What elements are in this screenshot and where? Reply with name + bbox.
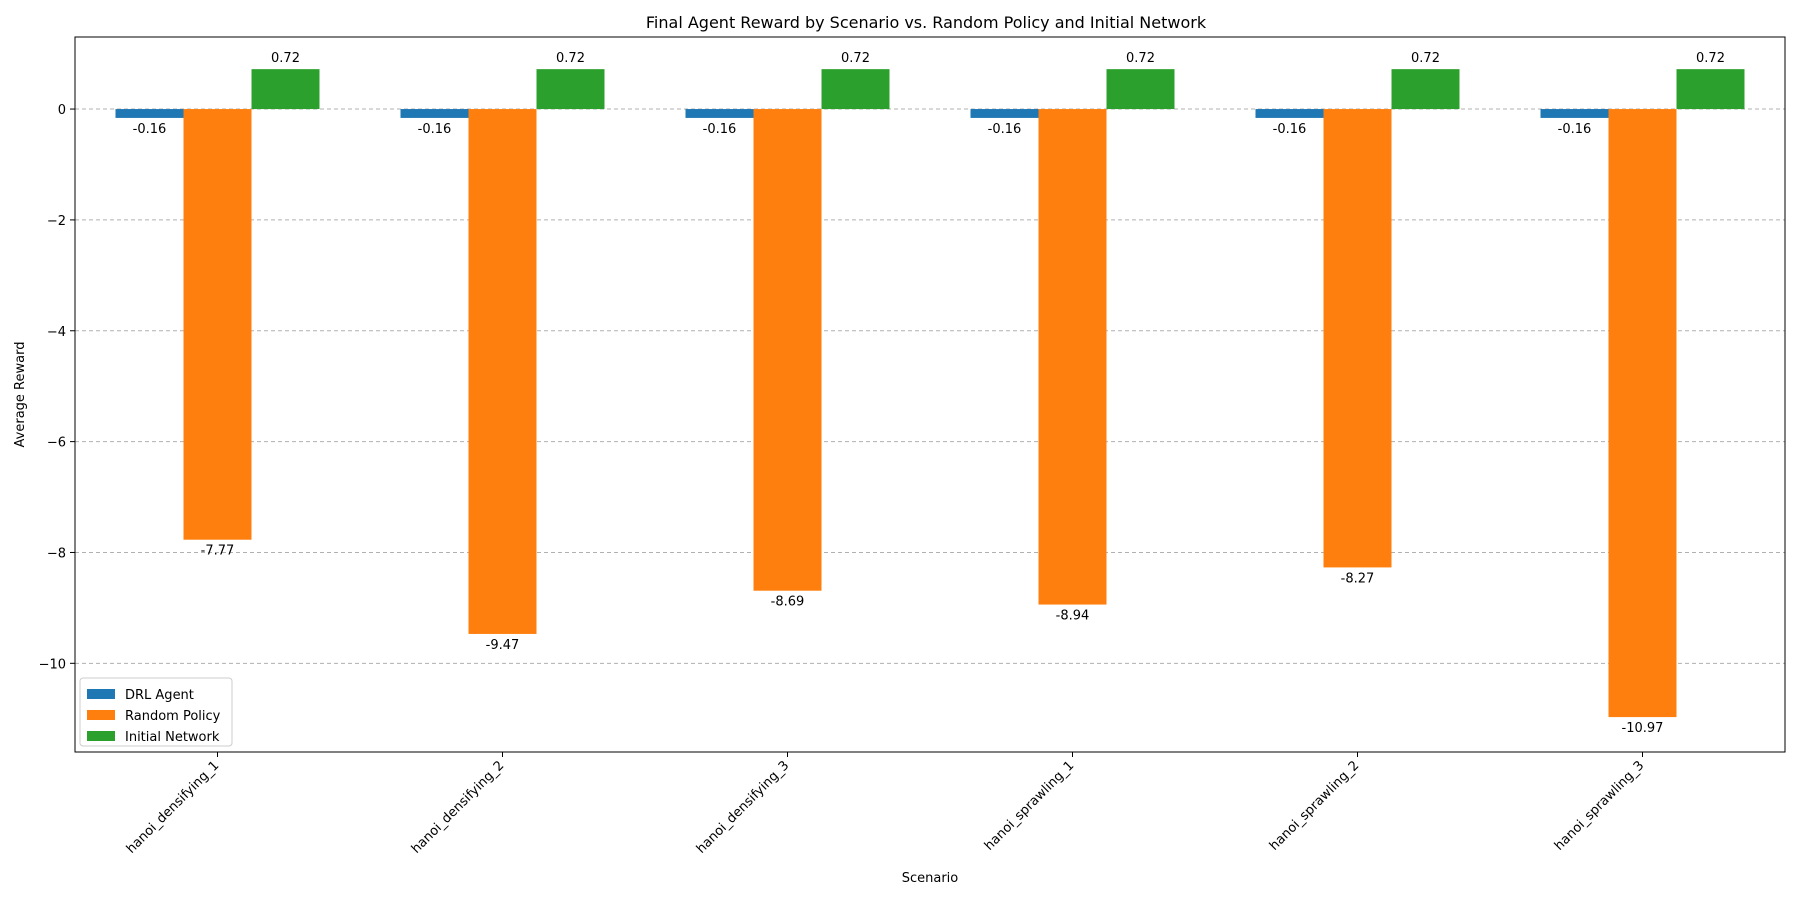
bar-random-policy: [468, 109, 537, 634]
legend-entry: Initial Network: [125, 730, 220, 745]
legend-box: [79, 677, 233, 747]
x-tick-label: hanoi_sprawling_1: [982, 758, 1077, 853]
data-label: -0.16: [703, 122, 737, 137]
data-label: 0.72: [1696, 51, 1725, 66]
data-label: 0.72: [1126, 51, 1155, 66]
legend-entry: DRL Agent: [125, 688, 194, 703]
data-label: -0.16: [133, 122, 167, 137]
x-tick-label: hanoi_densifying_1: [124, 758, 223, 857]
y-tick-label: 0: [58, 103, 66, 118]
bar-random-policy: [1038, 109, 1107, 605]
data-labels: -0.16 -7.77 0.72 -0.16 -9.47 0.72 -0.16 -8.69 0.…: [133, 51, 1725, 736]
bar-drl-agent: [685, 109, 754, 118]
bar-drl-agent: [1255, 109, 1324, 118]
bar-drl-agent: [1540, 109, 1609, 118]
y-tick-label: −2: [47, 214, 66, 229]
legend-swatch: [87, 731, 115, 741]
legend-entry: Random Policy: [125, 709, 221, 724]
data-label: -8.94: [1056, 609, 1090, 624]
bar-drl-agent: [400, 109, 469, 118]
bar-random-policy: [1323, 109, 1392, 568]
y-tick-label: −8: [47, 546, 66, 561]
bar-initial-network: [1391, 69, 1460, 110]
legend-swatch: [87, 689, 115, 699]
x-axis-title: Scenario: [902, 871, 959, 886]
grid-lines: [75, 108, 1785, 664]
bar-random-policy: [753, 109, 822, 591]
bar-drl-agent: [970, 109, 1039, 118]
data-label: -9.47: [486, 638, 520, 653]
bars: [115, 69, 1745, 718]
plot-frame: [74, 36, 1786, 753]
x-tick-label: hanoi_sprawling_2: [1267, 758, 1362, 853]
data-label: -7.77: [201, 544, 235, 559]
x-axis: hanoi_densifying_1 hanoi_densifying_2 hano…: [124, 752, 1647, 857]
y-axis: 0 −2 −4 −6 −8 −10: [39, 103, 75, 672]
data-label: -8.27: [1341, 571, 1375, 586]
bar-initial-network: [536, 69, 605, 110]
data-label: -10.97: [1622, 721, 1664, 736]
data-label: -0.16: [988, 122, 1022, 137]
data-label: -0.16: [418, 122, 452, 137]
bar-random-policy: [183, 109, 252, 540]
y-tick-label: −4: [47, 325, 66, 340]
y-tick-label: −6: [47, 436, 66, 451]
x-tick-label: hanoi_sprawling_3: [1552, 758, 1647, 853]
bar-random-policy: [1608, 109, 1677, 718]
legend: DRL Agent Random Policy Initial Network: [79, 677, 233, 747]
data-label: 0.72: [271, 51, 300, 66]
data-label: -8.69: [771, 595, 805, 610]
x-tick-label: hanoi_densifying_3: [694, 758, 793, 857]
y-tick-label: −10: [39, 657, 66, 672]
data-label: -0.16: [1558, 122, 1592, 137]
data-label: 0.72: [556, 51, 585, 66]
bar-initial-network: [821, 69, 890, 110]
data-label: 0.72: [1411, 51, 1440, 66]
bar-initial-network: [1106, 69, 1175, 110]
bar-drl-agent: [115, 109, 184, 118]
y-axis-title: Average Reward: [13, 342, 28, 448]
legend-swatch: [87, 710, 115, 720]
data-label: -0.16: [1273, 122, 1307, 137]
x-tick-label: hanoi_densifying_2: [409, 758, 508, 857]
bar-initial-network: [1676, 69, 1745, 110]
chart-title: Final Agent Reward by Scenario vs. Rando…: [646, 13, 1207, 32]
data-label: 0.72: [841, 51, 870, 66]
bar-initial-network: [251, 69, 320, 110]
